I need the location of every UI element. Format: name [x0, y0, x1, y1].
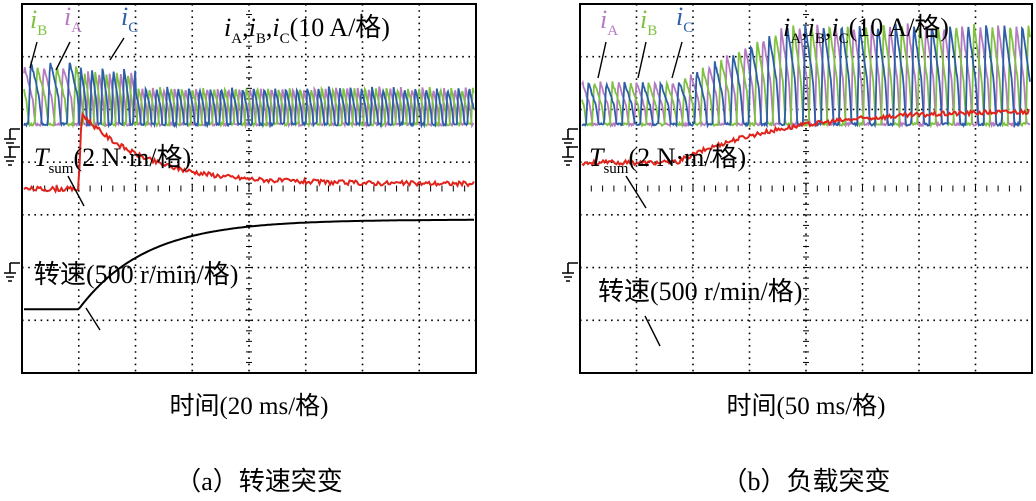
- phase-tag-b-a: iB: [30, 5, 47, 39]
- scope-grid-a: [21, 3, 476, 374]
- tag-leader-a-a: [55, 41, 71, 71]
- ground-marker: [4, 262, 20, 282]
- scope-grid-b: [579, 3, 1033, 374]
- scope-traces-a: [23, 60, 475, 311]
- tag-leader-c-b: [671, 41, 683, 79]
- panel-b: iA iB iC iA,iB,iC(10 A/格) Tsum(2 N·m/格) …: [562, 2, 1033, 496]
- ground-markers-a: [4, 128, 20, 282]
- caption-a: （a）转速突变: [175, 467, 343, 496]
- speed-leader-a: [85, 307, 101, 331]
- phase-tag-a-a: iA: [64, 2, 82, 36]
- trace-ic-a: [23, 60, 475, 129]
- tag-leader-a-b: [597, 41, 607, 79]
- trace-speed-a: [24, 218, 474, 311]
- current-label-b: iA,iB,iC(10 A/格): [783, 13, 949, 47]
- phase-tag-c-a: iC: [121, 2, 138, 36]
- ground-marker: [4, 128, 20, 148]
- ground-marker: [4, 146, 20, 166]
- speed-label-a: 转速(500 r/min/格): [34, 260, 238, 289]
- trace-ia-b: [581, 23, 1031, 129]
- panel-a: iB iA iC iA,iB,iC(10 A/格) Tsum(2 N·m/格) …: [4, 2, 477, 496]
- x-axis-label-a: 时间(20 ms/格): [169, 392, 328, 420]
- trace-ic-b: [581, 23, 1031, 129]
- tag-leader-b-b: [637, 41, 647, 79]
- ground-marker: [562, 128, 578, 148]
- tag-leader-b-a: [29, 41, 38, 69]
- phase-tag-c-b: iC: [676, 2, 693, 36]
- ground-marker: [562, 262, 578, 282]
- scope-traces-b: [581, 23, 1031, 168]
- torque-leader-a: [67, 175, 85, 207]
- trace-ia-a: [23, 67, 475, 130]
- trace-tsum-b: [581, 108, 1030, 168]
- tag-leader-c-a: [109, 37, 125, 61]
- trace-ib-a: [23, 66, 475, 130]
- ground-markers-b: [562, 128, 578, 282]
- caption-b: （b）负载突变: [721, 467, 890, 496]
- torque-leader-b: [625, 175, 647, 209]
- phase-tag-a-b: iA: [600, 5, 618, 39]
- speed-label-b: 转速(500 r/min/格): [598, 277, 802, 306]
- trace-tsum-a: [23, 111, 475, 194]
- phase-tag-b-b: iB: [640, 5, 657, 39]
- speed-leader-b: [644, 315, 661, 347]
- torque-label-b: Tsum(2 N·m/格): [589, 143, 746, 177]
- trace-ib-b: [581, 24, 1031, 129]
- torque-label-a: Tsum(2 N·m/格): [34, 143, 191, 177]
- x-axis-label-b: 时间(50 ms/格): [726, 392, 885, 420]
- current-label-a: iA,iB,iC(10 A/格): [224, 13, 390, 47]
- ground-marker: [562, 146, 578, 166]
